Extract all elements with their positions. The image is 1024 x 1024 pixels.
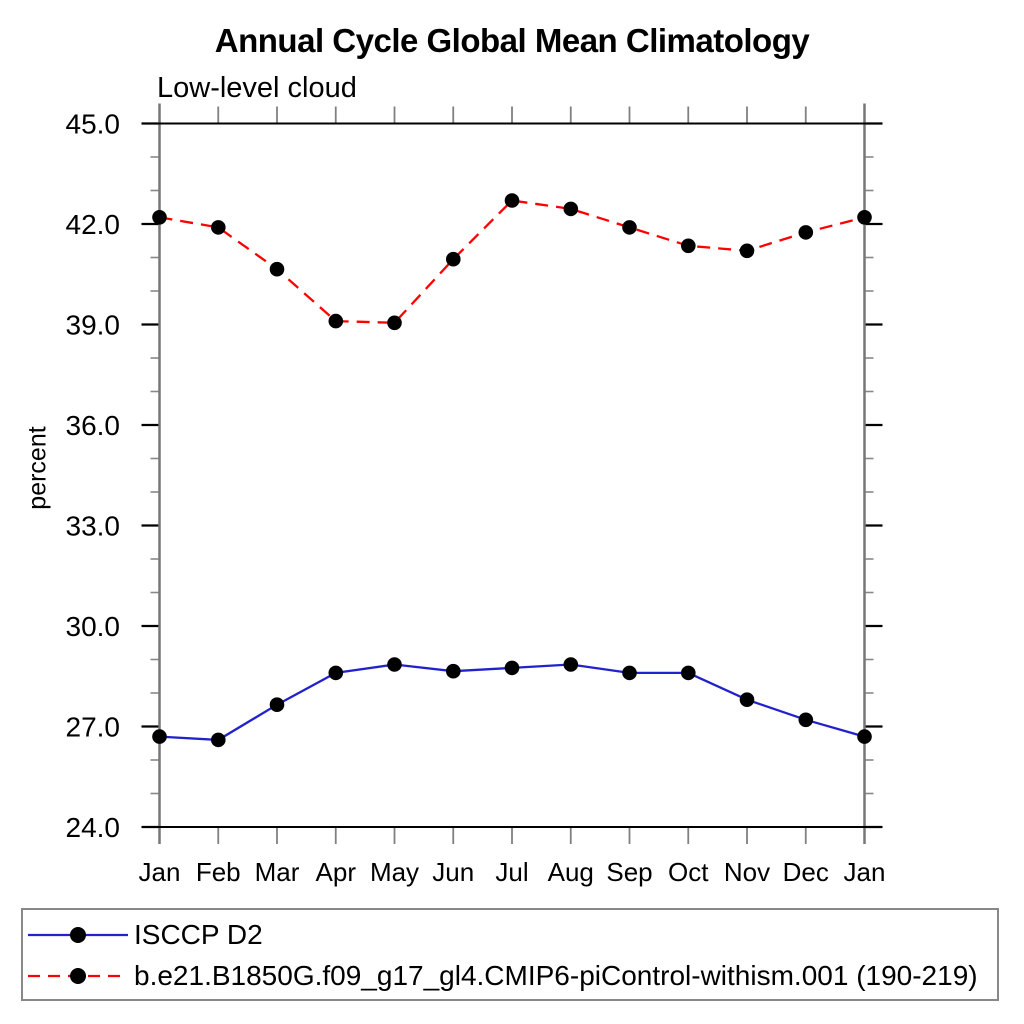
x-axis-tick-label: Jan	[844, 857, 886, 887]
y-axis-tick-label: 27.0	[66, 712, 121, 743]
x-axis-tick-label: Apr	[316, 857, 357, 887]
data-point-marker	[387, 315, 402, 331]
legend-label-model: b.e21.B1850G.f09_g17_gl4.CMIP6-piControl…	[134, 960, 978, 991]
x-axis-tick-label: Mar	[255, 857, 300, 887]
data-point-marker	[504, 193, 520, 208]
legend-line-solid-sample	[28, 927, 128, 943]
data-point-marker	[681, 665, 696, 681]
data-point-marker	[857, 210, 872, 225]
chart-title: Annual Cycle Global Mean Climatology	[214, 22, 810, 59]
y-axis-tick-label: 33.0	[66, 511, 121, 542]
data-point-marker	[739, 243, 755, 259]
y-axis-tick-label: 36.0	[66, 410, 121, 441]
y-axis-tick-label: 45.0	[66, 109, 121, 140]
data-point-marker	[563, 657, 579, 672]
data-point-marker	[211, 732, 226, 748]
data-point-marker	[622, 220, 637, 235]
data-point-marker	[328, 313, 344, 329]
x-axis-tick-label: Feb	[196, 857, 241, 887]
legend-box: ISCCP D2 b.e21.B1850G.f09_g17_gl4.CMIP6-…	[21, 908, 999, 1001]
x-axis-tick-label: Dec	[783, 857, 829, 887]
data-point-marker	[504, 660, 520, 676]
data-point-marker	[387, 657, 402, 672]
data-point-marker	[152, 729, 167, 744]
plot-area: Jan Feb Mar Apr May Jun Jul Aug Sep Oct Nov Dec Jan 2…	[66, 103, 886, 887]
data-point-marker	[798, 225, 814, 240]
data-point-marker	[211, 220, 226, 235]
data-point-marker	[857, 729, 872, 744]
x-axis-tick-label: Jun	[432, 857, 474, 887]
data-point-marker	[446, 251, 461, 267]
y-axis-tick-label: 42.0	[66, 209, 121, 240]
data-point-marker	[798, 712, 814, 728]
x-axis-tick-label: Jan	[139, 857, 181, 887]
data-point-marker	[622, 665, 637, 681]
data-point-marker	[563, 201, 579, 217]
y-axis-tick-label: 24.0	[66, 812, 121, 843]
data-point-marker	[152, 210, 167, 225]
legend-label-isccp: ISCCP D2	[134, 919, 263, 950]
x-axis-tick-label: Oct	[668, 857, 709, 887]
x-axis-tick-label: Jul	[495, 857, 528, 887]
data-point-marker	[328, 665, 344, 681]
legend-marker-dot	[70, 927, 86, 943]
series-line-0	[159, 663, 865, 742]
chart-subtitle: Low-level cloud	[157, 72, 357, 104]
x-axis-tick-label: Nov	[724, 857, 770, 887]
x-axis-tick-label: Aug	[548, 857, 594, 887]
series-line-1	[159, 199, 865, 324]
data-point-marker	[681, 238, 696, 254]
y-axis-tick-label: 30.0	[66, 611, 121, 642]
legend-line-dashed-sample	[28, 968, 128, 984]
data-point-marker	[269, 697, 285, 712]
x-axis-tick-label: May	[370, 857, 419, 887]
data-point-marker	[269, 261, 285, 277]
data-point-marker	[446, 663, 461, 679]
x-axis-tick-label: Sep	[606, 857, 652, 887]
legend-entry-isccp: ISCCP D2	[25, 919, 263, 950]
y-axis-tick-label: 39.0	[66, 310, 121, 341]
legend-entry-model: b.e21.B1850G.f09_g17_gl4.CMIP6-piControl…	[25, 960, 978, 991]
legend-marker-dot	[70, 968, 86, 984]
data-point-marker	[739, 692, 755, 707]
